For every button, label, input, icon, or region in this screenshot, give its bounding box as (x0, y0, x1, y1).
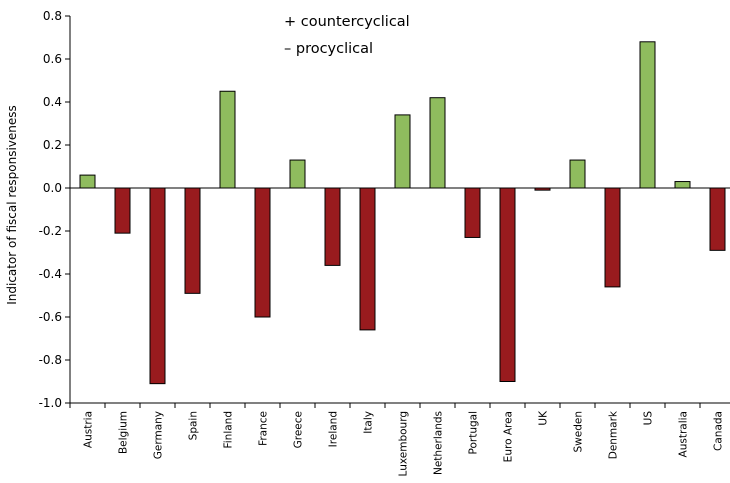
y-tick-label: 0.4 (43, 95, 62, 109)
x-tick-label: Portugal (468, 411, 480, 455)
bar-finland (219, 90, 236, 189)
y-tick-label: -0.2 (39, 224, 62, 238)
legend-entry-countercyclical: + countercyclical (284, 14, 410, 30)
x-tick-label: Netherlands (433, 411, 445, 475)
bar-portugal (464, 187, 481, 238)
x-ticks-group: Austria Belgium Germany Spain Finland France G… (69, 403, 725, 476)
x-tick-label: UK (538, 410, 550, 426)
x-tick-label: France (258, 411, 270, 446)
y-tick-label: -0.4 (39, 267, 62, 281)
bar-canada (709, 187, 726, 251)
x-tick-label: Austria (83, 411, 95, 448)
x-tick-label: Denmark (608, 410, 620, 459)
y-axis-label: Indicator of fiscal responsiveness (5, 105, 19, 305)
x-tick-label: Finland (223, 411, 235, 449)
x-tick-label: Canada (713, 411, 725, 451)
bar-italy (359, 187, 376, 331)
y-tick-label: 0.0 (43, 181, 62, 195)
bar-belgium (114, 187, 131, 234)
x-tick-label: Euro Area (503, 411, 515, 462)
bar-ireland (324, 187, 341, 266)
x-tick-label: Sweden (573, 411, 585, 453)
x-tick-label: Germany (153, 411, 165, 459)
y-tick-label: -0.6 (39, 310, 62, 324)
x-tick-label: Belgium (118, 411, 130, 454)
bar-germany (149, 187, 166, 385)
bar-austria (79, 174, 96, 189)
y-tick-label: 0.6 (43, 52, 62, 66)
bar-us (639, 41, 656, 189)
x-tick-label: Luxembourg (398, 411, 410, 476)
bar-denmark (604, 187, 621, 288)
axes-group (69, 16, 730, 404)
bar-sweden (569, 159, 586, 189)
x-tick-label: Italy (363, 411, 375, 434)
x-tick-label: Ireland (328, 411, 340, 447)
x-tick-label: Australia (678, 411, 690, 457)
bar-france (254, 187, 271, 318)
legend-entry-procyclical: – procyclical (284, 41, 373, 57)
bar-spain (184, 187, 201, 294)
bar-greece (289, 159, 306, 189)
bar-euro-area (499, 187, 516, 382)
y-tick-label: 0.8 (43, 9, 62, 23)
y-tick-label: -1.0 (39, 396, 62, 410)
x-tick-label: Spain (188, 411, 200, 440)
bar-australia (674, 181, 691, 189)
bar-luxembourg (394, 114, 411, 189)
bar-netherlands (429, 97, 446, 189)
x-tick-label: US (643, 411, 655, 426)
bars-group (79, 41, 726, 385)
x-tick-label: Greece (293, 411, 305, 448)
legend: + countercyclical – procyclical (284, 14, 410, 57)
y-ticks-group: 0.8 0.6 0.4 0.2 0.0 -0.2 -0.4 -0.6 -0.8 -1.0 (39, 9, 70, 410)
y-tick-label: 0.2 (43, 138, 62, 152)
y-tick-label: -0.8 (39, 353, 62, 367)
